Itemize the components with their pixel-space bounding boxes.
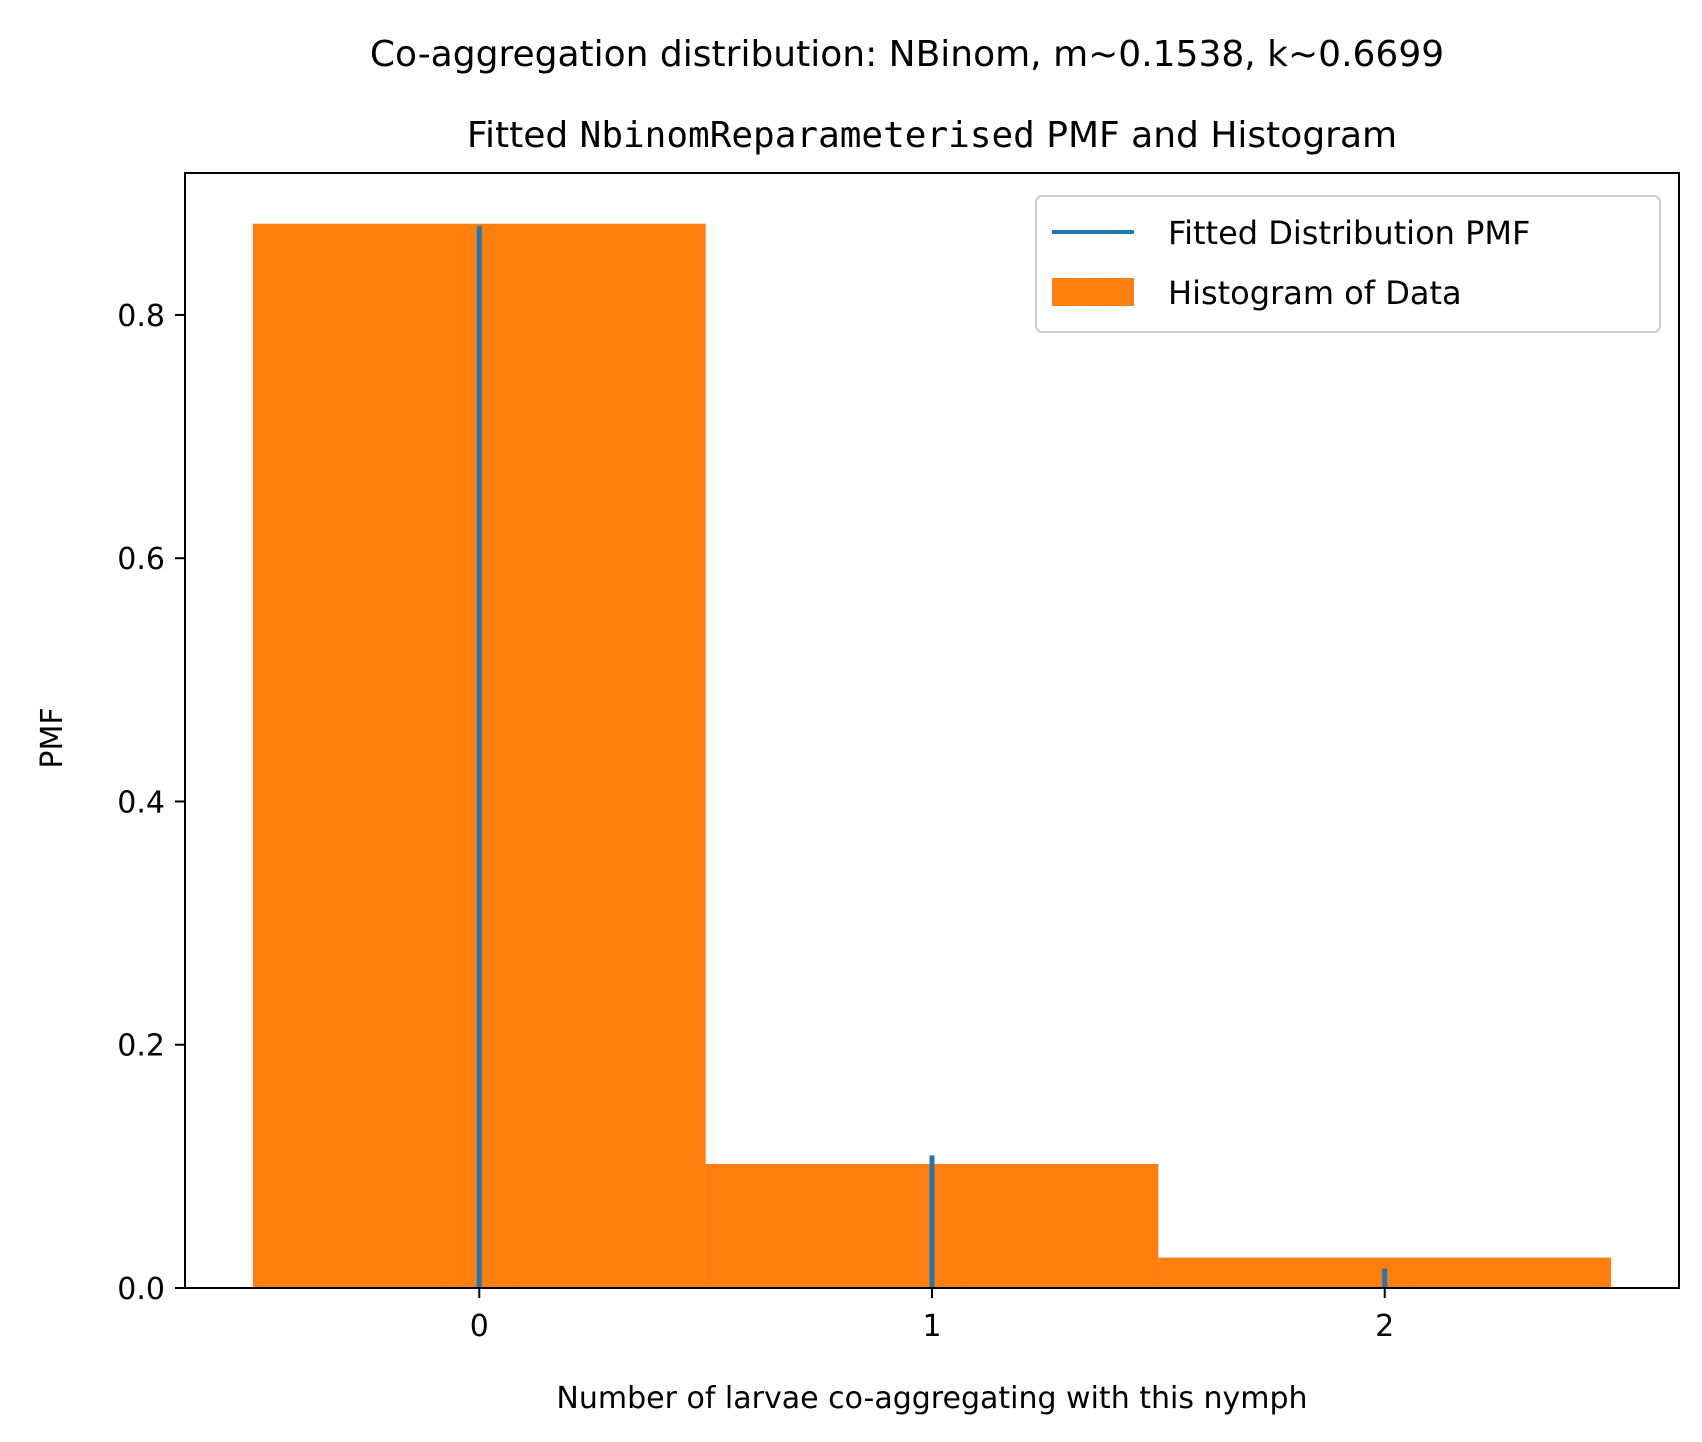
x-tick-label: 0 [470,1309,489,1344]
legend-label-pmf: Fitted Distribution PMF [1168,214,1530,252]
x-tick-label: 1 [922,1309,941,1344]
legend: Fitted Distribution PMF Histogram of Data [1035,195,1661,333]
y-tick-label: 0.4 [117,785,165,820]
y-axis-ticks: 0.0 0.2 0.4 0.6 0.8 [117,299,185,1307]
chart-title-part: NbinomReparameterised [580,115,1035,156]
y-tick-label: 0.2 [117,1029,165,1064]
y-tick-label: 0.6 [117,542,165,577]
chart-title: Fitted NbinomReparameterised PMF and His… [467,115,1397,156]
legend-label-histogram: Histogram of Data [1168,274,1462,312]
pmf-lines [476,226,1388,1288]
legend-swatch-histogram [1052,278,1134,306]
x-axis-label: Number of larvae co-aggregating with thi… [556,1381,1307,1416]
y-axis-label: PMF [35,707,70,768]
chart-title-part: Fitted [467,115,580,156]
x-tick-label: 2 [1375,1309,1394,1344]
y-tick-label: 0.8 [117,299,165,334]
legend-box [1035,195,1661,333]
x-axis-ticks: 0 1 2 [470,1288,1394,1344]
plot-area [184,172,1680,1289]
chart-title-part: PMF and Histogram [1035,115,1397,156]
chart-suptitle: Co-aggregation distribution: NBinom, m~0… [370,34,1444,75]
y-tick-label: 0.0 [117,1272,165,1307]
